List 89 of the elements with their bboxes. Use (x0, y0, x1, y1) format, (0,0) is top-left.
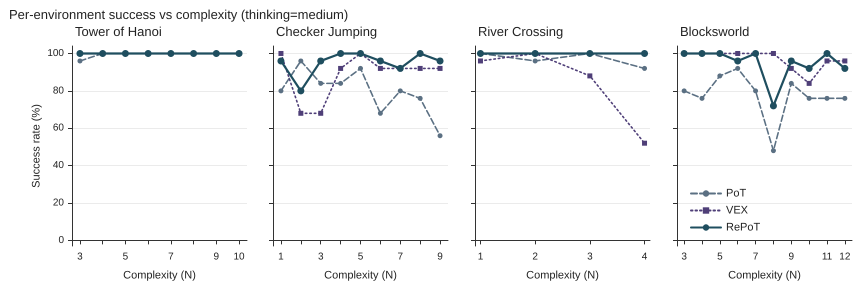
x-tick-label: 9 (214, 252, 220, 262)
point (770, 102, 777, 110)
x-tick-label: 1 (278, 252, 284, 262)
point (770, 148, 776, 154)
x-tick-label: 2 (532, 252, 538, 262)
y-axis-title: Success rate (%) (30, 104, 42, 188)
x-tick-label: 7 (397, 252, 404, 262)
point (478, 58, 483, 64)
y-tick-label: 100 (47, 48, 64, 59)
point (298, 58, 304, 64)
chart-title: Blocksworld (680, 24, 750, 39)
x-tick-label: 5 (717, 252, 724, 262)
point (398, 88, 403, 94)
chart-title: Tower of Hanoi (75, 24, 162, 39)
point (438, 133, 443, 138)
point (378, 110, 383, 116)
point (587, 73, 592, 78)
x-tick-label: 5 (122, 252, 129, 262)
point (378, 66, 383, 71)
point (788, 80, 794, 86)
x-tick-label: 1 (478, 252, 484, 262)
x-axis-title: Complexity (N) (324, 270, 397, 282)
x-tick-label: 10 (233, 252, 246, 262)
x-tick-label: 3 (681, 252, 688, 262)
point (824, 58, 830, 64)
x-axis-title: Complexity (N) (728, 270, 801, 282)
point (297, 87, 304, 94)
point (824, 50, 830, 57)
point (318, 80, 324, 86)
chart-title: River Crossing (478, 24, 564, 39)
point (416, 50, 424, 57)
point (278, 50, 284, 56)
point (277, 57, 284, 64)
x-tick-label: 7 (168, 252, 174, 262)
point (338, 66, 344, 71)
point (806, 80, 812, 86)
point (438, 66, 443, 71)
point (641, 50, 648, 57)
point (824, 96, 830, 101)
point (642, 66, 648, 71)
point (841, 64, 848, 72)
legend-label: RePoT (726, 222, 761, 234)
point (735, 66, 740, 71)
point (753, 88, 758, 94)
y-tick-label: 40 (52, 160, 64, 172)
x-tick-label: 9 (788, 252, 795, 262)
point (806, 64, 813, 72)
point (642, 140, 648, 146)
point (682, 88, 687, 94)
chart-title: Checker Jumping (276, 24, 378, 39)
y-tick-label: 20 (52, 198, 64, 209)
x-tick-label: 4 (642, 252, 648, 262)
y-tick-label: 0 (58, 234, 64, 246)
y-tick-label: 80 (52, 85, 64, 96)
point (376, 57, 384, 64)
point (842, 58, 848, 64)
x-axis-title: Complexity (N) (123, 270, 196, 282)
point (770, 50, 776, 56)
point (700, 96, 704, 101)
legend-label: VEX (726, 204, 749, 216)
x-tick-label: 3 (587, 252, 594, 262)
x-tick-label: 5 (358, 252, 364, 262)
x-tick-label: 12 (839, 252, 851, 262)
x-tick-label: 11 (822, 252, 833, 262)
point (418, 66, 423, 71)
point (418, 96, 423, 101)
point (788, 57, 795, 64)
point (338, 80, 344, 86)
x-tick-label: 7 (752, 252, 759, 262)
point (735, 50, 740, 56)
x-tick-label: 9 (437, 252, 444, 262)
point (278, 88, 284, 94)
x-axis-title: Complexity (N) (526, 270, 599, 282)
point (532, 58, 538, 64)
point (337, 50, 344, 57)
point (734, 57, 742, 64)
point (358, 66, 363, 71)
point (317, 57, 324, 64)
y-tick-label: 60 (52, 122, 64, 134)
point (842, 96, 848, 101)
legend-label: PoT (726, 188, 746, 200)
point (806, 96, 812, 101)
point (318, 110, 324, 116)
x-tick-label: 3 (318, 252, 324, 262)
point (717, 73, 722, 78)
point (436, 57, 444, 64)
x-tick-label: 3 (77, 252, 84, 262)
text: Per-environment success vs complexity (thinking=medium) (9, 7, 348, 22)
point (298, 110, 304, 116)
